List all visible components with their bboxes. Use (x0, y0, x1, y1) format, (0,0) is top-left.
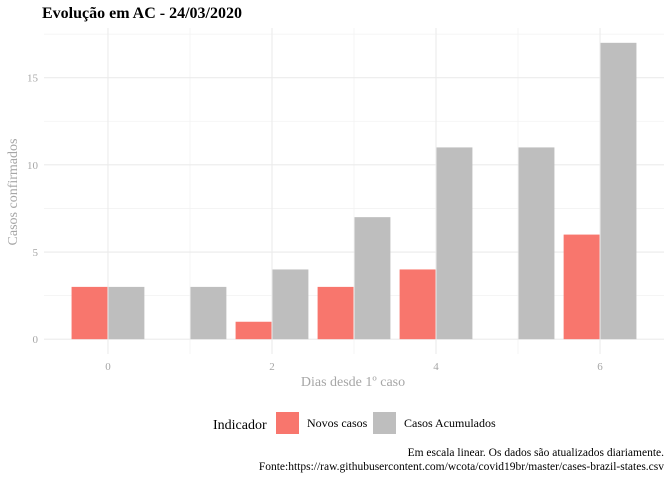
y-axis-ticks: 0 5 10 15 (27, 73, 39, 346)
bar-novos-casos (317, 286, 354, 340)
x-axis-ticks: 0 2 4 6 (105, 361, 603, 373)
bar-casos-acumulados (190, 286, 227, 340)
legend-label-casos-acumulados: Casos Acumulados (404, 416, 496, 430)
bar-casos-acumulados (436, 147, 473, 340)
x-tick-label: 4 (433, 361, 439, 373)
x-tick-label: 2 (269, 361, 275, 373)
y-tick-label: 5 (33, 247, 39, 259)
bar-novos-casos (399, 269, 436, 340)
x-axis-label: Dias desde 1º caso (301, 375, 405, 390)
grid (44, 28, 664, 354)
legend-label-novos-casos: Novos casos (307, 416, 368, 430)
y-tick-label: 10 (27, 160, 39, 172)
bar-casos-acumulados (272, 269, 309, 340)
bars (71, 42, 637, 340)
bar-casos-acumulados (108, 286, 145, 340)
y-tick-label: 15 (27, 73, 39, 85)
legend-swatch-casos-acumulados (373, 412, 396, 434)
bar-novos-casos (563, 234, 600, 340)
legend: Indicador Novos casos Casos Acumulados (213, 412, 496, 434)
y-tick-label: 0 (33, 334, 39, 346)
bar-novos-casos (235, 321, 272, 340)
chart-title: Evolução em AC - 24/03/2020 (42, 5, 242, 22)
y-axis-label: Casos confirmados (6, 139, 21, 246)
bar-novos-casos (71, 286, 108, 340)
x-tick-label: 0 (105, 361, 111, 373)
caption-line-2: Fonte:https://raw.githubusercontent.com/… (259, 461, 664, 473)
legend-title: Indicador (213, 418, 267, 433)
legend-swatch-novos-casos (276, 412, 299, 434)
bar-casos-acumulados (354, 217, 391, 340)
caption-line-1: Em escala linear. Os dados são atualizad… (408, 447, 665, 459)
bar-casos-acumulados (600, 42, 637, 340)
x-tick-label: 6 (597, 361, 603, 373)
bar-casos-acumulados (518, 147, 555, 340)
